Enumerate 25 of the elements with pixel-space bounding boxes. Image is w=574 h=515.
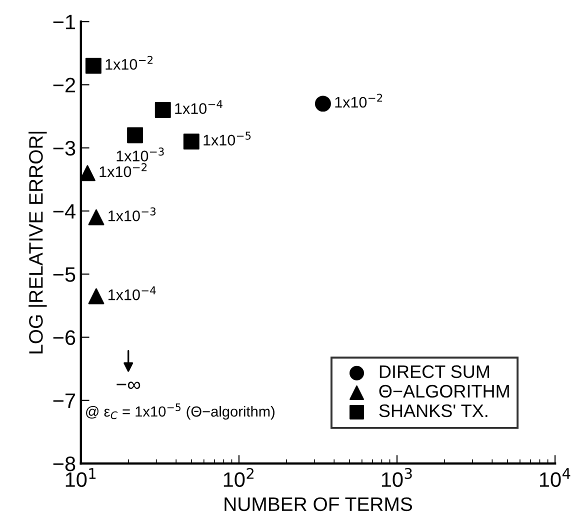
annotation: 1x10$^{−4}$ [175,100,222,114]
y-tick-label: −3 [53,140,76,156]
y-tick-label: −5 [53,267,76,282]
annotation: 1x10$^{−3}$ [108,207,156,222]
legend-label: DIRECT SUM [380,365,489,378]
legend-label: Θ−ALGORITHM [379,384,509,398]
annotation: 1x10$^{−3}$ [116,148,164,162]
y-tick-label: −2 [53,78,76,92]
legend-label: SHANKS' TX. [379,404,488,418]
annotation: −∞ [116,382,140,390]
x-axis-title: NUMBER OF TERMS [224,497,412,512]
y-axis-title: LOG |RELATIVE ERROR| [28,132,47,354]
annotation: 1x10$^{−5}$ [204,132,251,146]
annotation: 1x10$^{−2}$ [335,94,382,108]
y-tick-label: −7 [53,394,76,408]
annotation: 1x10$^{−4}$ [108,286,156,300]
annotation: 1x10$^{−2}$ [100,163,147,178]
x-tick-label: 10$^{2}$ [224,468,254,487]
x-tick-label: 10$^{4}$ [540,468,570,487]
annotation: 1x10$^{−2}$ [106,56,153,70]
x-tick-label: 10$^{3}$ [382,468,412,487]
y-tick-label: −4 [53,204,76,219]
y-tick-label: −6 [53,330,76,346]
annotation: @ ε$_{C}$ = 1x10$^{−5}$ (Θ−algorithm) [86,404,274,420]
y-tick-label: −1 [53,14,76,30]
